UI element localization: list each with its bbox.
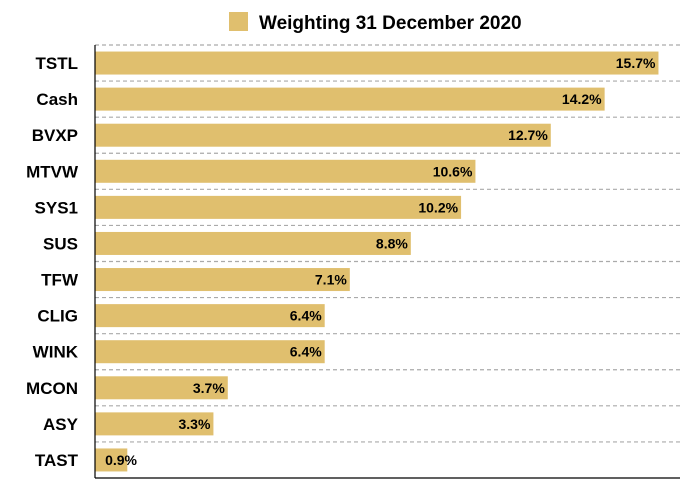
category-label: CLIG bbox=[37, 307, 78, 326]
data-labels: 15.7% 14.2% 12.7% 10.6% 10.2% 8.8% 7.1% 6.4% 6.4… bbox=[105, 55, 656, 468]
bar bbox=[95, 195, 462, 219]
bar bbox=[95, 304, 325, 328]
data-label: 8.8% bbox=[376, 235, 408, 251]
data-label: 10.6% bbox=[433, 163, 473, 179]
category-label: TFW bbox=[41, 271, 79, 290]
bar bbox=[95, 412, 214, 436]
legend: Weighting 31 December 2020 bbox=[229, 12, 522, 34]
bar bbox=[95, 268, 350, 292]
bars bbox=[95, 51, 659, 472]
bar bbox=[95, 159, 476, 183]
data-label: 3.3% bbox=[179, 416, 211, 432]
category-label: TSTL bbox=[36, 54, 79, 73]
data-label: 15.7% bbox=[616, 55, 656, 71]
category-label: ASY bbox=[43, 415, 79, 434]
bar bbox=[95, 340, 325, 364]
category-labels: TSTL Cash BVXP MTVW SYS1 SUS TFW CLIG WINK MCON AS… bbox=[26, 54, 79, 470]
data-label: 12.7% bbox=[508, 127, 548, 143]
category-label: MTVW bbox=[26, 162, 79, 181]
bar bbox=[95, 123, 551, 147]
category-label: SUS bbox=[43, 234, 78, 253]
data-label: 14.2% bbox=[562, 91, 602, 107]
data-label: 3.7% bbox=[193, 380, 225, 396]
category-label: MCON bbox=[26, 379, 78, 398]
data-label: 6.4% bbox=[290, 344, 322, 360]
data-label: 10.2% bbox=[418, 199, 458, 215]
data-label: 0.9% bbox=[105, 452, 137, 468]
bar bbox=[95, 448, 128, 472]
legend-label: Weighting 31 December 2020 bbox=[259, 13, 522, 34]
data-label: 7.1% bbox=[315, 272, 347, 288]
axes bbox=[94, 45, 680, 479]
bar bbox=[95, 231, 411, 255]
category-label: Cash bbox=[36, 90, 78, 109]
bar bbox=[95, 51, 659, 75]
category-label: WINK bbox=[33, 343, 79, 362]
data-label: 6.4% bbox=[290, 308, 322, 324]
bar bbox=[95, 87, 605, 111]
category-label: TAST bbox=[35, 451, 79, 470]
category-label: BVXP bbox=[32, 126, 78, 145]
bar bbox=[95, 376, 228, 400]
category-label: SYS1 bbox=[35, 198, 78, 217]
legend-swatch bbox=[229, 12, 248, 31]
